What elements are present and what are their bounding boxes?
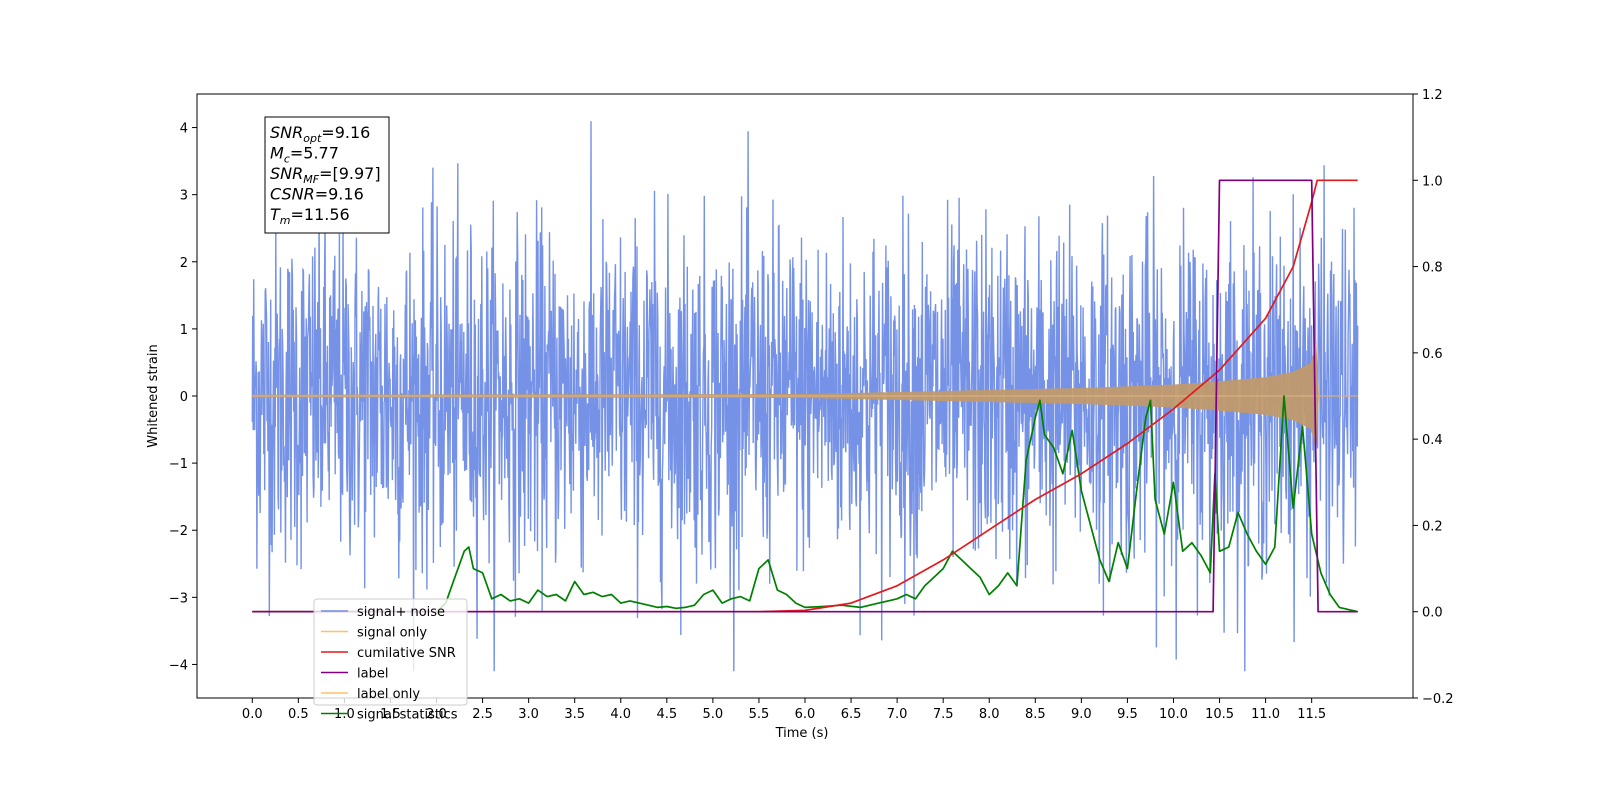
x-tick-label: 8.0 <box>979 707 1000 722</box>
annotation-value: =9.16 <box>315 185 364 204</box>
legend-frame <box>313 598 468 706</box>
x-tick-label: 4.0 <box>610 707 631 722</box>
legend-label: signal statistics <box>357 708 458 723</box>
x-tick-label: 1.0 <box>334 707 355 722</box>
annotation-line: Mc=5.77 <box>270 144 339 166</box>
x-axis: 0.0 0.5 1.0 1.5 2.0 2.5 3.0 3.5 4.0 4.5 5.0 5.5 6.0 6… <box>242 698 1326 722</box>
x-tick-label: 6.0 <box>795 707 816 722</box>
x-tick-label: 6.5 <box>841 707 862 722</box>
x-tick-label: 5.5 <box>749 707 770 722</box>
annotation-value: =11.56 <box>291 205 350 224</box>
y-right-tick-label: −0.2 <box>1422 692 1454 707</box>
annotation-box: SNRopt=9.16Mc=5.77SNRMF=[9.97]CSNR=9.16T… <box>264 116 390 234</box>
x-tick-label: 5.0 <box>703 707 724 722</box>
annotation-line: SNRopt=9.16 <box>270 123 370 145</box>
annotation-line: Tm=11.56 <box>270 205 350 227</box>
legend-label: label <box>357 667 388 682</box>
series-signal-noise <box>251 121 1359 672</box>
x-tick-label: 3.5 <box>564 707 585 722</box>
annotation-line: SNRMF=[9.97] <box>270 164 381 186</box>
y-left-tick-label: −1 <box>169 457 188 472</box>
annotation-subscript: MF <box>303 173 319 186</box>
legend-label: signal only <box>357 626 427 641</box>
annotation-symbol: M <box>270 144 284 163</box>
x-tick-label: 9.0 <box>1071 707 1092 722</box>
y-axis-label: Whitened strain <box>146 344 161 447</box>
annotation-value: =5.77 <box>290 144 339 163</box>
y-left-tick-label: 0 <box>180 390 188 405</box>
series-layer <box>251 121 1359 672</box>
x-tick-label: 0.5 <box>288 707 309 722</box>
x-tick-label: 11.5 <box>1297 707 1326 722</box>
annotation-subscript: opt <box>303 132 322 145</box>
legend-label: cumilative SNR <box>357 646 456 661</box>
x-tick-label: 7.5 <box>933 707 954 722</box>
x-tick-label: 10.5 <box>1205 707 1234 722</box>
y-left-tick-label: −3 <box>169 591 188 606</box>
annotation-value: =[9.97] <box>319 164 381 183</box>
annotation-frame <box>264 116 390 234</box>
y-right-tick-label: 0.6 <box>1422 347 1443 362</box>
annotation-symbol: SNR <box>270 164 303 183</box>
y-left-tick-label: −2 <box>169 524 188 539</box>
x-tick-label: 1.5 <box>380 707 401 722</box>
x-tick-label: 9.5 <box>1117 707 1138 722</box>
annotation-subscript: m <box>280 214 291 227</box>
y-right-tick-label: 0.0 <box>1422 606 1443 621</box>
y-right-tick-label: 1.2 <box>1422 88 1443 103</box>
y-axis-right: −0.2 0.0 0.2 0.4 0.6 0.8 1.0 1.2 <box>1413 88 1454 707</box>
y-left-tick-label: 3 <box>180 189 188 204</box>
annotation-value: =9.16 <box>321 123 370 142</box>
legend-label: label only <box>357 687 420 702</box>
x-tick-label: 2.0 <box>426 707 447 722</box>
annotation-line: CSNR=9.16 <box>270 185 364 204</box>
annotation-subscript: c <box>284 153 290 166</box>
x-tick-label: 11.0 <box>1251 707 1280 722</box>
y-right-tick-label: 1.0 <box>1422 174 1443 189</box>
annotation-symbol: SNR <box>270 123 303 142</box>
y-right-tick-label: 0.2 <box>1422 519 1443 534</box>
y-left-tick-label: 1 <box>180 323 188 338</box>
x-tick-label: 7.0 <box>887 707 908 722</box>
x-tick-label: 4.5 <box>656 707 677 722</box>
y-left-tick-label: 4 <box>180 122 188 137</box>
y-right-tick-label: 0.4 <box>1422 433 1443 448</box>
annotation-symbol: CSNR <box>270 185 315 204</box>
x-axis-label: Time (s) <box>775 726 829 741</box>
series-label <box>252 179 1358 613</box>
annotation-symbol: T <box>270 205 281 224</box>
y-left-tick-label: 2 <box>180 256 188 271</box>
x-tick-label: 0.0 <box>242 707 263 722</box>
y-left-tick-label: −4 <box>169 658 188 673</box>
series-signal-statistics <box>252 395 1358 613</box>
series-cumulative-snr <box>252 179 1358 613</box>
x-tick-label: 8.5 <box>1025 707 1046 722</box>
x-tick-label: 10.0 <box>1159 707 1188 722</box>
legend: signal+ noise signal only cumilative SNR la… <box>313 598 468 723</box>
y-axis-left: −4 −3 −2 −1 0 1 2 3 4 <box>169 122 197 673</box>
x-tick-label: 2.5 <box>472 707 493 722</box>
y-right-tick-label: 0.8 <box>1422 261 1443 276</box>
x-tick-label: 3.0 <box>518 707 539 722</box>
legend-label: signal+ noise <box>357 605 445 620</box>
